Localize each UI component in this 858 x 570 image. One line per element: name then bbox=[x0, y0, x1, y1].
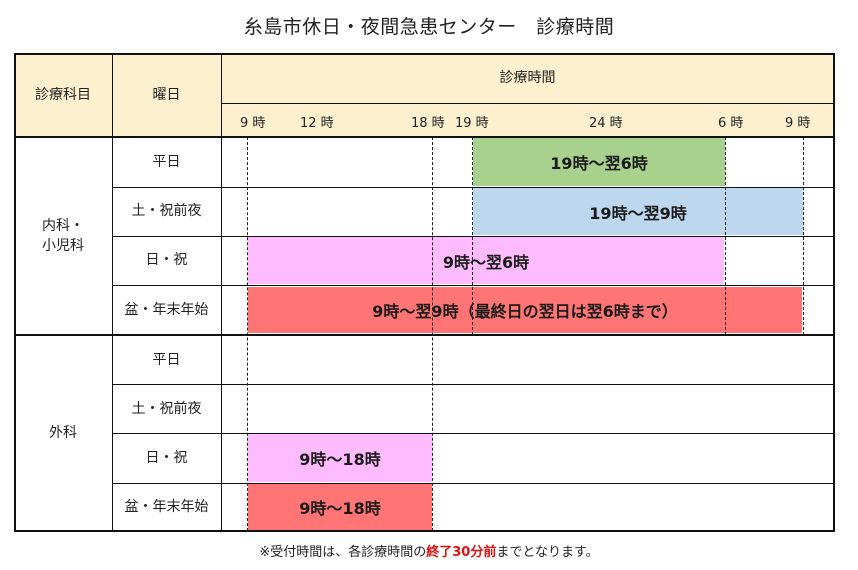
grid-line bbox=[14, 53, 16, 532]
department-line: 小児科 bbox=[42, 238, 84, 254]
bar-label: 9時～翌6時 bbox=[442, 252, 530, 272]
header-department: 診療科目 bbox=[35, 87, 91, 104]
bar-internal-holiday: 9時～翌6時 bbox=[248, 237, 724, 284]
day-label: 日・祝 bbox=[145, 450, 188, 467]
tick-label: 9 時 bbox=[240, 116, 266, 131]
note-suffix: までとなります。 bbox=[496, 545, 599, 560]
page-title: 糸島市休日・夜間急患センター 診療時間 bbox=[243, 16, 615, 38]
grid-line bbox=[14, 53, 834, 55]
tick-label: 19 時 bbox=[455, 116, 489, 131]
grid-line bbox=[221, 103, 834, 104]
grid-line bbox=[14, 530, 834, 532]
grid-line bbox=[14, 136, 834, 138]
bar-label: 19時～翌6時 bbox=[550, 154, 648, 173]
department-internal-pediatrics: 内科・ 小児科 bbox=[14, 137, 112, 335]
day-label: 盆・年末年始 bbox=[124, 498, 209, 515]
tick-label: 12 時 bbox=[300, 116, 334, 131]
bar-label: 9時～18時 bbox=[299, 499, 381, 518]
day-label: 土・祝前夜 bbox=[131, 401, 202, 418]
bar-internal-saturday: 19時～翌9時 bbox=[473, 188, 803, 235]
day-label: 盆・年末年始 bbox=[124, 301, 209, 318]
bar-internal-obon-newyear: 9時～翌9時（最終日の翌日は翌6時まで） bbox=[248, 287, 802, 333]
grid-line bbox=[112, 433, 834, 434]
bar-label: 9時～翌9時（最終日の翌日は翌6時まで） bbox=[372, 302, 678, 321]
grid-line bbox=[112, 236, 834, 237]
grid-line bbox=[112, 187, 834, 188]
grid-line bbox=[833, 53, 835, 532]
tick-label: 6 時 bbox=[718, 116, 744, 131]
day-label: 平日 bbox=[152, 351, 181, 368]
grid-line bbox=[112, 285, 834, 286]
tick-label: 24 時 bbox=[589, 116, 623, 131]
bar-internal-weekday: 19時～翌6時 bbox=[473, 138, 725, 186]
grid-line bbox=[112, 384, 834, 385]
day-label: 平日 bbox=[152, 153, 181, 170]
tick-label: 9 時 bbox=[785, 116, 811, 131]
day-label: 土・祝前夜 bbox=[131, 203, 202, 220]
bar-label: 9時～18時 bbox=[299, 450, 381, 469]
grid-line bbox=[221, 53, 222, 532]
day-label: 日・祝 bbox=[145, 252, 188, 269]
bar-surgery-obon-newyear: 9時～18時 bbox=[248, 484, 432, 530]
grid-line bbox=[14, 334, 834, 336]
department-line: 外科 bbox=[49, 424, 77, 441]
header-row bbox=[14, 54, 834, 137]
grid-line bbox=[112, 483, 834, 484]
header-hours: 診療時間 bbox=[499, 70, 556, 87]
tick-label: 18 時 bbox=[411, 116, 445, 131]
grid-line bbox=[112, 53, 113, 532]
department-line: 内科・ bbox=[42, 217, 84, 234]
bar-label: 19時～翌9時 bbox=[589, 203, 687, 223]
department-surgery: 外科 bbox=[14, 335, 112, 531]
header-day: 曜日 bbox=[152, 87, 181, 104]
bar-surgery-holiday: 9時～18時 bbox=[248, 434, 432, 482]
reception-note: ※受付時間は、各診療時間の終了30分前までとなります。 bbox=[0, 541, 858, 560]
note-highlight: 終了30分前 bbox=[426, 545, 497, 560]
note-prefix: ※受付時間は、各診療時間の bbox=[259, 545, 427, 560]
